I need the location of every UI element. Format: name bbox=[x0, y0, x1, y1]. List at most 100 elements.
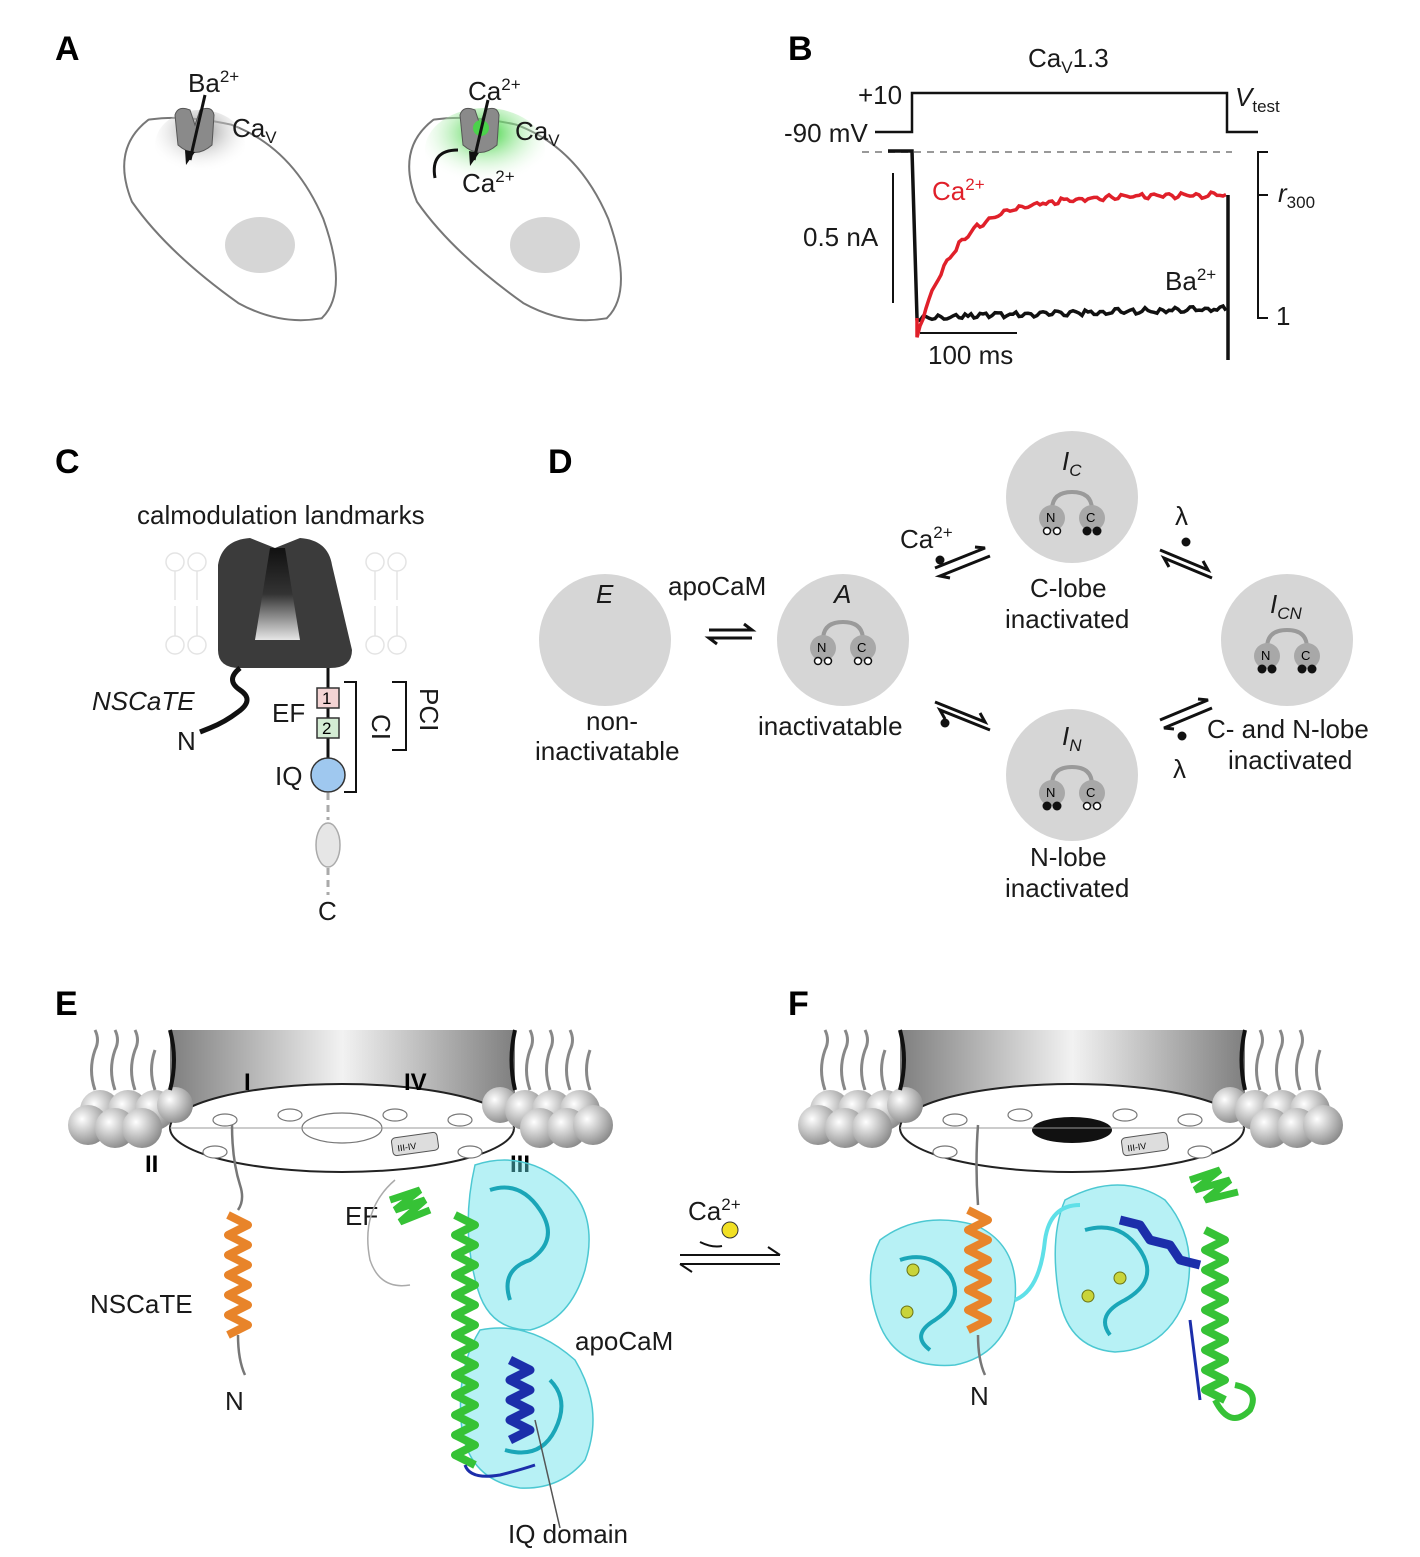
svg-text:NSCaTE: NSCaTE bbox=[92, 686, 195, 716]
iii-iv-linker bbox=[390, 1131, 440, 1157]
lipid-bilayer bbox=[165, 552, 407, 655]
nscate-helix bbox=[224, 1211, 252, 1339]
calmodulin-icon: N C bbox=[810, 619, 876, 666]
panel-e-label: E bbox=[55, 985, 78, 1023]
svg-text:C: C bbox=[1086, 785, 1095, 800]
ef-equilibrium: Ca2+ bbox=[679, 1195, 781, 1273]
svg-text:CaV: CaV bbox=[515, 116, 560, 150]
svg-text:N: N bbox=[970, 1381, 989, 1411]
cell-ba: Ba2+ CaV bbox=[123, 67, 337, 322]
panel-f: F III-IV bbox=[788, 985, 1343, 1421]
nscate-segment bbox=[199, 666, 250, 735]
iq-helix bbox=[505, 1355, 535, 1445]
nucleus bbox=[225, 217, 295, 273]
svg-text:non-: non- bbox=[586, 706, 638, 736]
svg-text:N: N bbox=[1261, 648, 1270, 663]
svg-text:inactivatable: inactivatable bbox=[758, 711, 903, 741]
svg-text:C-lobe: C-lobe bbox=[1030, 573, 1107, 603]
svg-text:Ba2+: Ba2+ bbox=[188, 67, 239, 98]
svg-text:Ca2+: Ca2+ bbox=[462, 167, 515, 198]
ef-hand-helix bbox=[388, 1186, 536, 1478]
panel-c: C calmodulation landmarks NSCaTE N 1 2 E… bbox=[55, 443, 444, 926]
svg-text:+10: +10 bbox=[858, 80, 902, 110]
svg-text:CaV: CaV bbox=[232, 113, 277, 147]
distal-domain bbox=[315, 822, 341, 868]
panel-e: E I IV II III III-IV bbox=[55, 985, 673, 1549]
svg-text:1: 1 bbox=[322, 689, 331, 708]
svg-text:0.5 nA: 0.5 nA bbox=[803, 222, 879, 252]
panel-b: B CaV1.3 +10 -90 mV Vtest 0.5 nA 100 ms … bbox=[784, 30, 1315, 370]
svg-text:apoCaM: apoCaM bbox=[668, 571, 766, 601]
svg-text:C: C bbox=[318, 896, 337, 926]
panel-c-title: calmodulation landmarks bbox=[137, 500, 425, 530]
ba-trace-label: Ba2+ bbox=[1165, 265, 1216, 296]
svg-text:1: 1 bbox=[1276, 301, 1290, 331]
state-ic: IC C-lobe inactivated N C bbox=[1005, 431, 1138, 634]
panel-a: A Ba2+ CaV Ca2+ CaV Ca2+ bbox=[55, 30, 622, 322]
svg-text:IN: IN bbox=[1062, 721, 1082, 755]
trace-title: CaV1.3 bbox=[1028, 43, 1109, 77]
pore bbox=[255, 548, 300, 640]
state-a: A inactivatable N C bbox=[758, 574, 909, 741]
svg-text:E: E bbox=[596, 579, 614, 609]
svg-text:EF: EF bbox=[345, 1201, 378, 1231]
svg-text:CI: CI bbox=[366, 714, 396, 740]
svg-text:ICN: ICN bbox=[1270, 589, 1303, 623]
calcium-ions bbox=[900, 1263, 1127, 1319]
svg-text:C: C bbox=[1086, 510, 1095, 525]
nscate-helix-f bbox=[964, 1206, 992, 1334]
svg-text:100 ms: 100 ms bbox=[928, 340, 1013, 370]
svg-text:II: II bbox=[145, 1151, 158, 1178]
svg-text:apoCaM: apoCaM bbox=[575, 1326, 673, 1356]
apocam-ribbons bbox=[489, 1185, 564, 1455]
ca-trace-label: Ca2+ bbox=[932, 175, 985, 206]
svg-text:A: A bbox=[832, 579, 851, 609]
lipid-tails bbox=[90, 1029, 592, 1091]
ci-bracket bbox=[344, 681, 357, 793]
svg-text:IV: IV bbox=[404, 1069, 427, 1096]
ef-hand-1 bbox=[316, 687, 340, 709]
svg-text:N: N bbox=[177, 726, 196, 756]
panel-f-label: F bbox=[788, 985, 809, 1023]
svg-text:N-lobe: N-lobe bbox=[1030, 842, 1107, 872]
svg-text:λ: λ bbox=[1173, 754, 1186, 784]
ef-hand-2 bbox=[316, 717, 340, 739]
svg-text:Ca2+: Ca2+ bbox=[468, 75, 521, 106]
svg-text:C: C bbox=[1301, 648, 1310, 663]
svg-text:Ca2+: Ca2+ bbox=[688, 1195, 741, 1226]
svg-text:r300: r300 bbox=[1278, 178, 1315, 212]
panel-a-label: A bbox=[55, 30, 80, 68]
cacam-surface bbox=[869, 1184, 1191, 1367]
iq-domain bbox=[310, 757, 346, 793]
svg-text:-90 mV: -90 mV bbox=[784, 118, 868, 148]
svg-text:C: C bbox=[857, 640, 866, 655]
cell-ca: Ca2+ CaV Ca2+ bbox=[408, 75, 622, 322]
svg-text:inactivated: inactivated bbox=[1228, 745, 1352, 775]
svg-text:EF: EF bbox=[272, 698, 305, 728]
panel-b-label: B bbox=[788, 30, 813, 68]
voltage-protocol bbox=[875, 91, 1258, 134]
svg-text:N: N bbox=[817, 640, 826, 655]
lipid-spheres bbox=[68, 1087, 613, 1148]
svg-text:inactivatable: inactivatable bbox=[535, 736, 680, 766]
svg-text:inactivated: inactivated bbox=[1005, 604, 1129, 634]
svg-text:NSCaTE: NSCaTE bbox=[90, 1289, 193, 1319]
svg-text:PCI: PCI bbox=[414, 688, 444, 731]
ion-arrow bbox=[188, 94, 207, 161]
ca-trace bbox=[915, 190, 1227, 338]
state-in: IN N-lobe inactivated N C bbox=[1005, 709, 1138, 903]
svg-text:λ: λ bbox=[1175, 501, 1188, 531]
svg-text:IQ: IQ bbox=[275, 761, 302, 791]
equilibrium-arrows bbox=[704, 545, 1213, 732]
svg-text:N: N bbox=[1046, 785, 1055, 800]
pci-bracket bbox=[392, 681, 407, 751]
svg-text:III-IV: III-IV bbox=[397, 1141, 417, 1154]
svg-text:Ca2+: Ca2+ bbox=[900, 523, 953, 554]
ba-trace bbox=[915, 303, 1228, 323]
green-helices-f bbox=[1188, 1166, 1256, 1421]
apocam-surface bbox=[459, 1159, 594, 1489]
svg-text:inactivated: inactivated bbox=[1005, 873, 1129, 903]
r300-bracket bbox=[1257, 151, 1268, 319]
svg-text:C- and N-lobe: C- and N-lobe bbox=[1207, 714, 1369, 744]
closed-pore bbox=[1032, 1117, 1112, 1143]
